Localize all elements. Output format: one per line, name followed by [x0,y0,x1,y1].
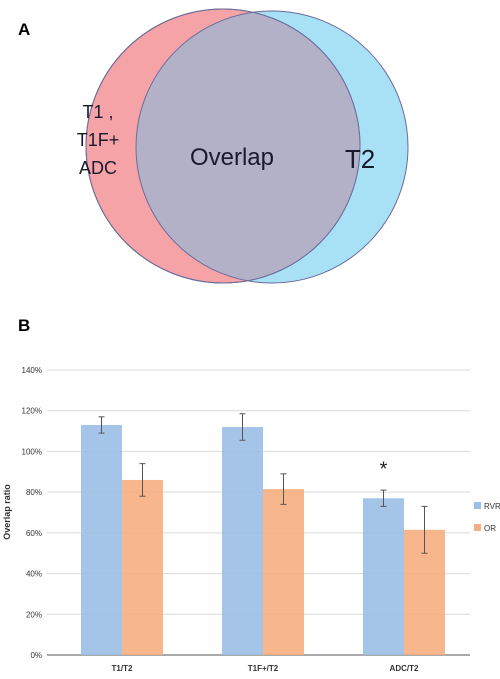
y-tick-labels: 0% 20% 40% 60% 80% 100% 120% 140% [22,366,42,660]
bar-rvr-0 [81,424,122,655]
bar-rvr-1 [222,427,263,655]
y-tick-label: 140% [22,366,42,375]
bar-or-1 [263,489,304,655]
bar-or-0 [122,479,163,655]
y-tick-label: 100% [22,447,42,456]
legend-swatch-rvr [474,502,481,509]
venn-left-label-3: ADC [79,158,117,178]
bar-rvr-2 [363,498,404,655]
legend-label-rvr: RVR [484,502,500,511]
legend-label-or: OR [484,524,496,533]
y-tick-label: 60% [26,529,42,538]
chart-legend: RVR OR [474,502,500,533]
error-bars [98,413,428,554]
panel-label-a: A [18,20,31,39]
y-tick-label: 120% [22,407,42,416]
y-tick-label: 20% [26,610,42,619]
y-tick-label: 0% [30,651,42,660]
venn-left-label-2: T1F+ [77,130,120,150]
y-axis-label: Overlap ratio [2,484,12,540]
venn-overlap-region [136,11,360,283]
x-tick-label: ADC/T2 [390,664,419,673]
bar-chart: 0% 20% 40% 60% 80% 100% 120% 140% T1/T2 T1F+/T2 A… [2,366,500,673]
x-tick-labels: T1/T2 T1F+/T2 ADC/T2 [112,664,419,673]
x-tick-label: T1/T2 [112,664,133,673]
y-tick-label: 40% [26,570,42,579]
panel-label-b: B [18,316,31,335]
y-tick-label: 80% [26,488,42,497]
venn-left-label-1: T1 , [82,102,113,122]
venn-right-label: T2 [345,144,375,174]
chart-annotations: * [380,459,388,481]
venn-diagram: T1 , T1F+ ADC Overlap T2 [77,8,409,284]
chart-bars [81,424,445,655]
significance-marker: * [380,459,388,481]
venn-overlap-label: Overlap [190,144,274,171]
x-tick-label: T1F+/T2 [248,664,279,673]
legend-swatch-or [474,524,481,531]
